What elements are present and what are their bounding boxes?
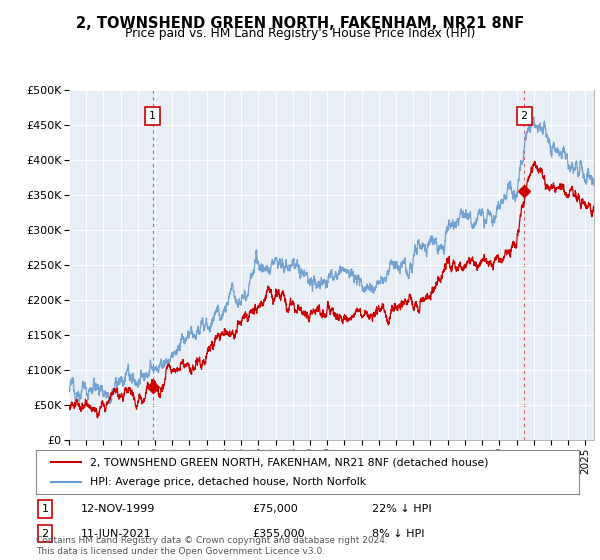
Text: 1: 1 — [41, 504, 49, 514]
Text: Contains HM Land Registry data © Crown copyright and database right 2024.
This d: Contains HM Land Registry data © Crown c… — [36, 536, 388, 556]
Text: HPI: Average price, detached house, North Norfolk: HPI: Average price, detached house, Nort… — [91, 477, 367, 487]
Text: £355,000: £355,000 — [252, 529, 305, 539]
Text: 2: 2 — [41, 529, 49, 539]
Text: 2: 2 — [521, 111, 527, 121]
Text: 12-NOV-1999: 12-NOV-1999 — [81, 504, 155, 514]
Text: Price paid vs. HM Land Registry's House Price Index (HPI): Price paid vs. HM Land Registry's House … — [125, 27, 475, 40]
Text: 2, TOWNSHEND GREEN NORTH, FAKENHAM, NR21 8NF: 2, TOWNSHEND GREEN NORTH, FAKENHAM, NR21… — [76, 16, 524, 31]
Text: 2, TOWNSHEND GREEN NORTH, FAKENHAM, NR21 8NF (detached house): 2, TOWNSHEND GREEN NORTH, FAKENHAM, NR21… — [91, 457, 489, 467]
Text: £75,000: £75,000 — [252, 504, 298, 514]
Text: 8% ↓ HPI: 8% ↓ HPI — [372, 529, 425, 539]
Text: 1: 1 — [149, 111, 157, 121]
Text: 22% ↓ HPI: 22% ↓ HPI — [372, 504, 431, 514]
Text: 11-JUN-2021: 11-JUN-2021 — [81, 529, 152, 539]
